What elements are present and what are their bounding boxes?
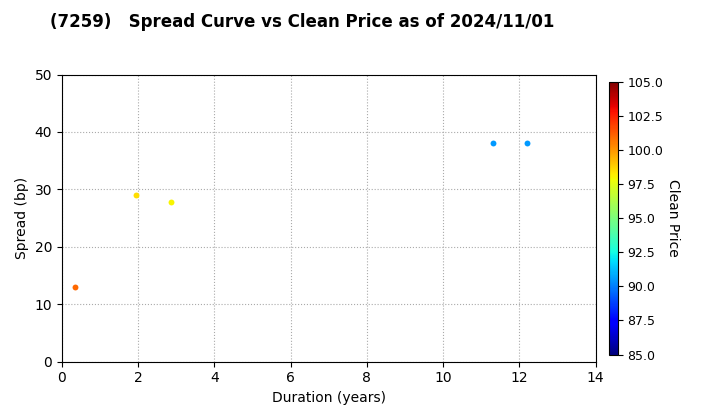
Point	[165, 199, 176, 205]
Point	[521, 140, 533, 147]
Y-axis label: Clean Price: Clean Price	[666, 179, 680, 257]
X-axis label: Duration (years): Duration (years)	[271, 391, 386, 405]
Point	[487, 140, 498, 147]
Point	[130, 192, 142, 199]
Text: (7259)   Spread Curve vs Clean Price as of 2024/11/01: (7259) Spread Curve vs Clean Price as of…	[50, 13, 554, 31]
Y-axis label: Spread (bp): Spread (bp)	[15, 177, 29, 259]
Point	[70, 284, 81, 290]
